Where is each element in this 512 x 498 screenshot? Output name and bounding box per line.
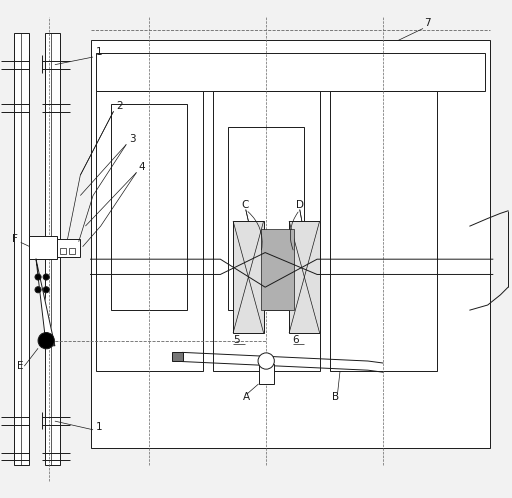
Circle shape bbox=[38, 333, 54, 349]
Circle shape bbox=[43, 287, 49, 293]
Bar bbox=[14, 32, 29, 466]
Bar bbox=[111, 104, 187, 310]
Bar bbox=[96, 91, 203, 371]
Circle shape bbox=[35, 287, 41, 293]
Text: 1: 1 bbox=[96, 47, 102, 57]
Circle shape bbox=[35, 274, 41, 280]
Circle shape bbox=[43, 274, 49, 280]
Text: C: C bbox=[242, 200, 249, 210]
Text: 3: 3 bbox=[129, 134, 135, 144]
Text: 7: 7 bbox=[424, 18, 431, 28]
Text: B: B bbox=[332, 392, 339, 402]
Text: 4: 4 bbox=[139, 162, 145, 172]
Bar bbox=[29, 236, 57, 259]
Bar bbox=[289, 221, 319, 333]
Text: E: E bbox=[17, 361, 23, 371]
Text: 1: 1 bbox=[96, 422, 102, 432]
Bar bbox=[228, 127, 304, 310]
Text: A: A bbox=[243, 392, 250, 402]
Bar bbox=[91, 40, 490, 448]
Bar bbox=[60, 248, 66, 254]
Bar bbox=[69, 248, 75, 254]
Polygon shape bbox=[36, 259, 55, 346]
Text: D: D bbox=[296, 200, 304, 210]
Text: 5: 5 bbox=[233, 335, 240, 345]
Bar bbox=[233, 221, 264, 333]
Bar bbox=[172, 352, 183, 361]
Bar bbox=[212, 91, 319, 371]
Bar bbox=[45, 32, 60, 466]
Bar bbox=[261, 229, 294, 310]
Bar bbox=[96, 53, 485, 91]
Text: 6: 6 bbox=[293, 335, 300, 345]
Bar bbox=[57, 239, 80, 256]
Bar bbox=[330, 91, 437, 371]
Circle shape bbox=[258, 353, 274, 369]
Bar bbox=[259, 364, 274, 384]
Text: F: F bbox=[12, 235, 17, 245]
Text: 2: 2 bbox=[116, 101, 122, 111]
